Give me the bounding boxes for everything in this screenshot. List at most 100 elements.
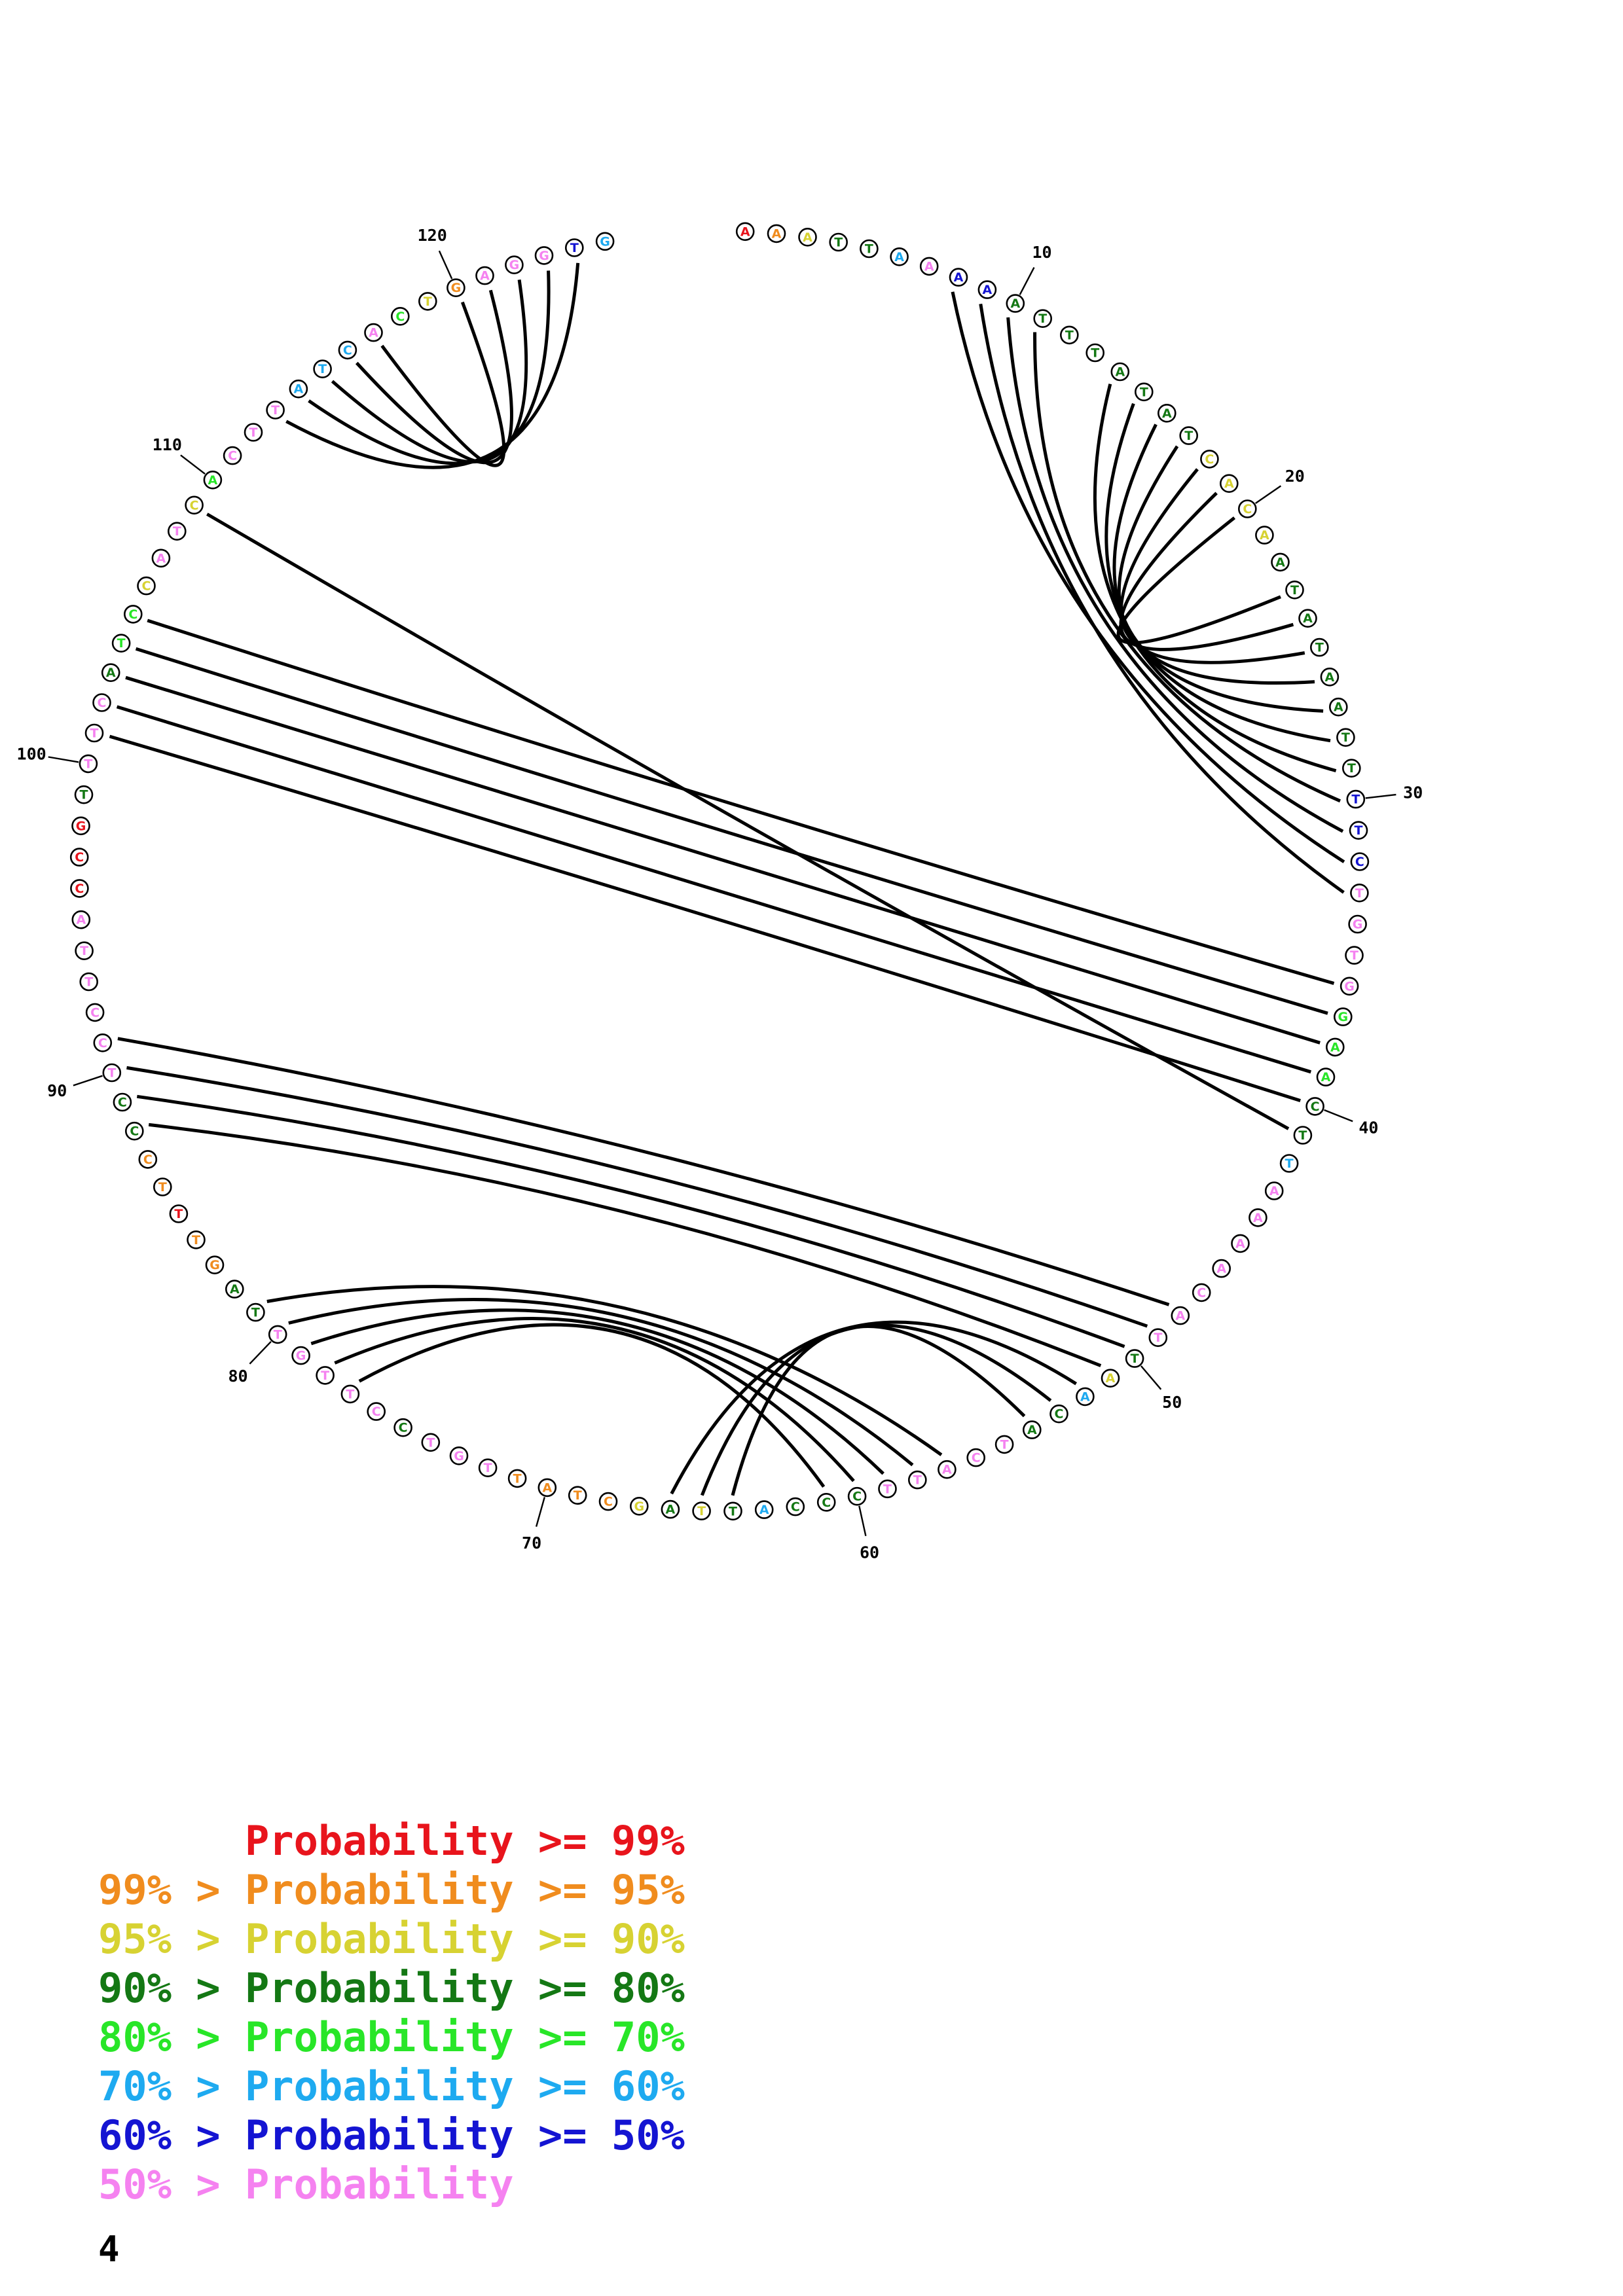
base-pair-arc: [147, 619, 1335, 985]
nucleotide: C: [124, 605, 143, 624]
nucleotide-circle: [93, 1033, 113, 1052]
nucleotide-circle: [1285, 580, 1304, 600]
nucleotide-letter: T: [1355, 886, 1364, 901]
nucleotide: A: [203, 470, 223, 490]
nucleotide: A: [289, 379, 308, 399]
nucleotide-letter: C: [972, 1451, 981, 1465]
nucleotide-circle: [111, 634, 131, 653]
nucleotide-letter: T: [1355, 823, 1363, 838]
nucleotide-circle: [1293, 1126, 1313, 1145]
nucleotide-letter: A: [208, 473, 218, 488]
nucleotide: T: [568, 1486, 587, 1505]
nucleotide: A: [767, 224, 786, 243]
nucleotide-circle: [340, 1384, 360, 1404]
nucleotide-circle: [1220, 474, 1239, 493]
nucleotide: A: [1231, 1234, 1250, 1253]
legend-entry: 95% > Probability >= 90%: [98, 1915, 685, 1963]
nucleotide-circle: [1348, 914, 1367, 934]
nucleotide-letter: A: [230, 1282, 240, 1297]
nucleotide-letter: A: [740, 224, 750, 239]
nucleotide-circle: [1342, 759, 1361, 778]
nucleotide-circle: [205, 1255, 225, 1274]
nucleotide-circle: [1320, 668, 1340, 687]
position-tick: [1324, 1109, 1353, 1122]
nucleotide-letter: C: [852, 1490, 862, 1504]
nucleotide-letter: T: [158, 1180, 167, 1194]
base-pair-arc: [380, 301, 506, 467]
nucleotide-letter: T: [192, 1233, 200, 1247]
nucleotide: T: [266, 401, 285, 420]
nucleotide-circle: [1060, 325, 1079, 345]
nucleotide: A: [225, 1280, 244, 1299]
nucleotide-letter: G: [210, 1258, 220, 1272]
nucleotide-letter: A: [1275, 555, 1285, 569]
nucleotide-letter: A: [1235, 1236, 1245, 1251]
nucleotide-circle: [564, 238, 584, 257]
nucleotide-letter: G: [1353, 918, 1363, 932]
nucleotide: G: [505, 255, 524, 275]
nucleotide-letter: A: [942, 1463, 952, 1477]
nucleotide-circle: [977, 280, 997, 299]
nucleotide: A: [475, 266, 494, 285]
nucleotide: G: [71, 816, 90, 836]
nucleotide-circle: [246, 1302, 265, 1322]
nucleotide-circle: [79, 972, 98, 992]
nucleotide-letter: C: [1243, 502, 1252, 516]
position-label: 80: [228, 1367, 247, 1386]
nucleotide: T: [187, 1230, 206, 1249]
nucleotide: C: [138, 1150, 158, 1169]
nucleotide-letter: T: [1154, 1331, 1162, 1345]
nucleotide-ring: A A A T TAAAAATTTATATCACAATATAATTTTCTGTGGAAC…: [69, 222, 1370, 1521]
nucleotide: A: [1326, 1037, 1345, 1057]
pair-arcs: [109, 262, 1345, 1496]
nucleotide-letter: G: [539, 249, 549, 263]
nucleotide-circle: [421, 1433, 441, 1452]
nucleotide-circle: [102, 1063, 122, 1083]
nucleotide-letter: T: [484, 1461, 492, 1475]
position-label: 100: [17, 745, 46, 764]
nucleotide: A: [71, 910, 91, 929]
position-label: 120: [418, 226, 447, 245]
base-pair-arc: [308, 270, 551, 465]
nucleotide-circle: [1346, 789, 1366, 809]
nucleotide: A: [1264, 1181, 1284, 1200]
nucleotide-circle: [313, 359, 332, 379]
nucleotide: A: [1023, 1420, 1042, 1439]
base-pair-arc: [979, 304, 1345, 894]
nucleotide: T: [1346, 789, 1366, 809]
position-tick: [1140, 1365, 1162, 1390]
nucleotide-letter: T: [1351, 793, 1360, 807]
nucleotide-circle: [1023, 1420, 1042, 1439]
nucleotide-letter: C: [190, 498, 199, 512]
nucleotide: T: [111, 634, 131, 653]
nucleotide: C: [1350, 852, 1370, 871]
nucleotide: T: [1125, 1349, 1144, 1368]
nucleotide-circle: [1271, 552, 1290, 572]
nucleotide-circle: [1345, 946, 1364, 965]
nucleotide-circle: [225, 1280, 244, 1299]
nucleotide-letter: A: [924, 259, 934, 274]
nucleotide-circle: [1305, 1097, 1324, 1116]
nucleotide-letter: T: [913, 1473, 922, 1488]
nucleotide-circle: [692, 1501, 711, 1520]
base-pair-arc: [109, 734, 1301, 1102]
nucleotide-letter: T: [424, 295, 432, 309]
nucleotide: T: [1350, 884, 1369, 903]
nucleotide-letter: C: [1311, 1100, 1320, 1114]
nucleotide-circle: [1179, 426, 1198, 445]
nucleotide: A: [1320, 668, 1340, 687]
base-pair-arc: [358, 1323, 826, 1488]
nucleotide-letter: A: [1027, 1423, 1037, 1437]
nucleotide: T: [153, 1177, 172, 1196]
nucleotide-circle: [69, 848, 89, 867]
position-tick: [1255, 485, 1282, 504]
nucleotide-letter: C: [90, 1005, 100, 1020]
position-tick: [180, 454, 206, 475]
nucleotide-circle: [71, 910, 91, 929]
position-label: 30: [1403, 783, 1423, 802]
nucleotide-circle: [534, 246, 554, 265]
nucleotide-letter: T: [321, 1369, 329, 1383]
nucleotide-circle: [79, 754, 98, 774]
legend-entry: 80% > Probability >= 70%: [98, 2013, 685, 2061]
nucleotide-circle: [268, 1325, 287, 1344]
